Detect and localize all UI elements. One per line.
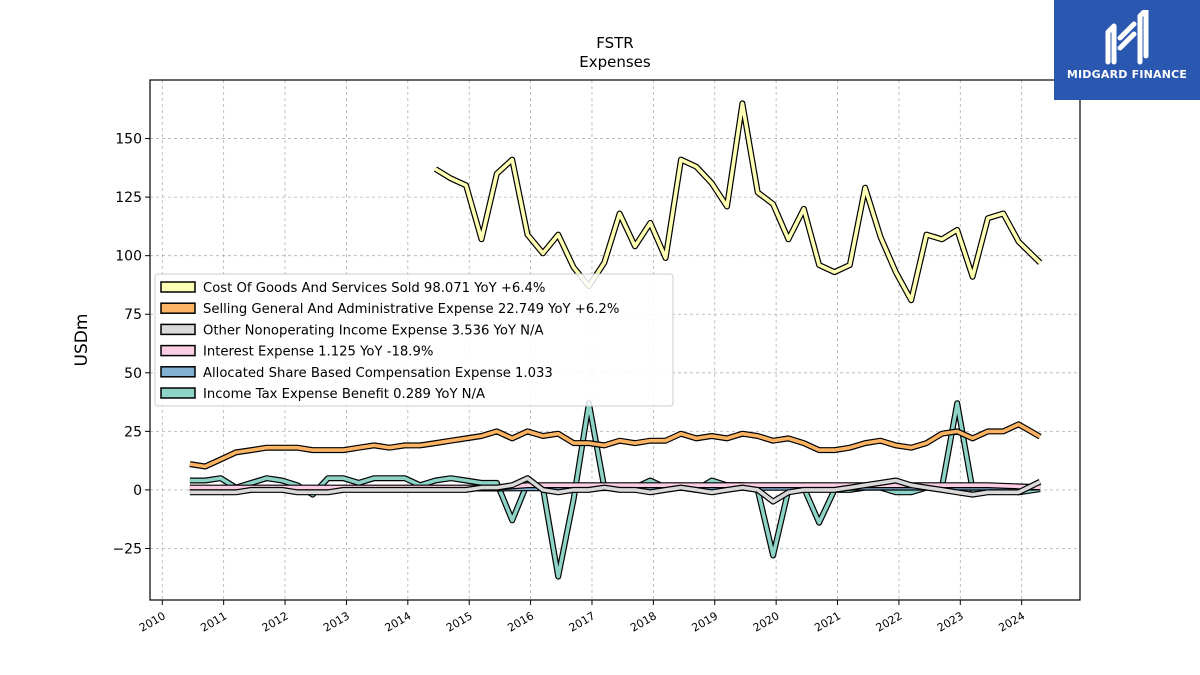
chart-title: FSTR [596, 34, 633, 52]
x-tick-label: 2014 [383, 609, 414, 634]
x-tick-label: 2016 [505, 609, 536, 634]
axes-frame [149, 79, 1081, 601]
x-tick-label: 2021 [812, 609, 843, 634]
x-tick-label: 2018 [628, 609, 659, 634]
midgard-logo-icon [1105, 10, 1149, 65]
y-tick-label: −25 [112, 541, 142, 557]
legend-swatch [160, 323, 196, 336]
x-tick-label: 2024 [996, 609, 1027, 634]
series-1 [433, 100, 1043, 304]
x-tick-label: 2011 [198, 609, 229, 634]
y-tick-label: 0 [133, 483, 142, 499]
x-tick-label: 2022 [874, 609, 905, 634]
series-2 [189, 421, 1042, 470]
series-line [189, 476, 1041, 504]
legend-label: Income Tax Expense Benefit 0.289 YoY N/A [203, 387, 485, 402]
legend-box [154, 273, 674, 407]
y-tick-label: 75 [124, 307, 142, 323]
legend-label: Other Nonoperating Income Expense 3.536 … [203, 323, 544, 338]
legend-label: Cost Of Goods And Services Sold 98.071 Y… [203, 281, 545, 296]
chart-subtitle: Expenses [579, 53, 651, 71]
y-tick-label: 150 [115, 132, 142, 148]
legend-swatch [160, 344, 196, 357]
series-3 [189, 475, 1042, 505]
y-tick-label: 25 [124, 424, 142, 440]
y-tick-label: 50 [124, 366, 142, 382]
legend-label: Interest Expense 1.125 YoY -18.9% [203, 345, 433, 360]
x-tick-label: 2010 [137, 609, 168, 634]
legend-label: Allocated Share Based Compensation Expen… [203, 366, 553, 381]
x-tick-label: 2012 [260, 609, 291, 634]
legend-swatch [160, 366, 196, 378]
y-tick-label: 100 [115, 249, 142, 265]
series-line [434, 101, 1042, 303]
legend: Cost Of Goods And Services Sold 98.071 Y… [154, 273, 674, 407]
x-tick-label: 2023 [935, 609, 966, 634]
legend-swatch [160, 281, 196, 293]
y-tick-label: 125 [115, 190, 142, 206]
logo-text: MIDGARD FINANCE [1066, 68, 1188, 81]
midgard-finance-logo: MIDGARD FINANCE [1054, 0, 1200, 100]
x-tick-label: 2019 [690, 609, 721, 634]
legend-label: Selling General And Administrative Expen… [203, 302, 619, 317]
x-tick-label: 2013 [321, 609, 352, 634]
legend-swatch [160, 302, 196, 314]
x-tick-label: 2020 [751, 609, 782, 634]
x-tick-label: 2017 [567, 609, 598, 634]
legend-swatch [160, 387, 196, 399]
series-line [189, 422, 1041, 469]
x-tick-label: 2015 [444, 609, 475, 634]
y-axis-label: USDm [72, 314, 92, 367]
